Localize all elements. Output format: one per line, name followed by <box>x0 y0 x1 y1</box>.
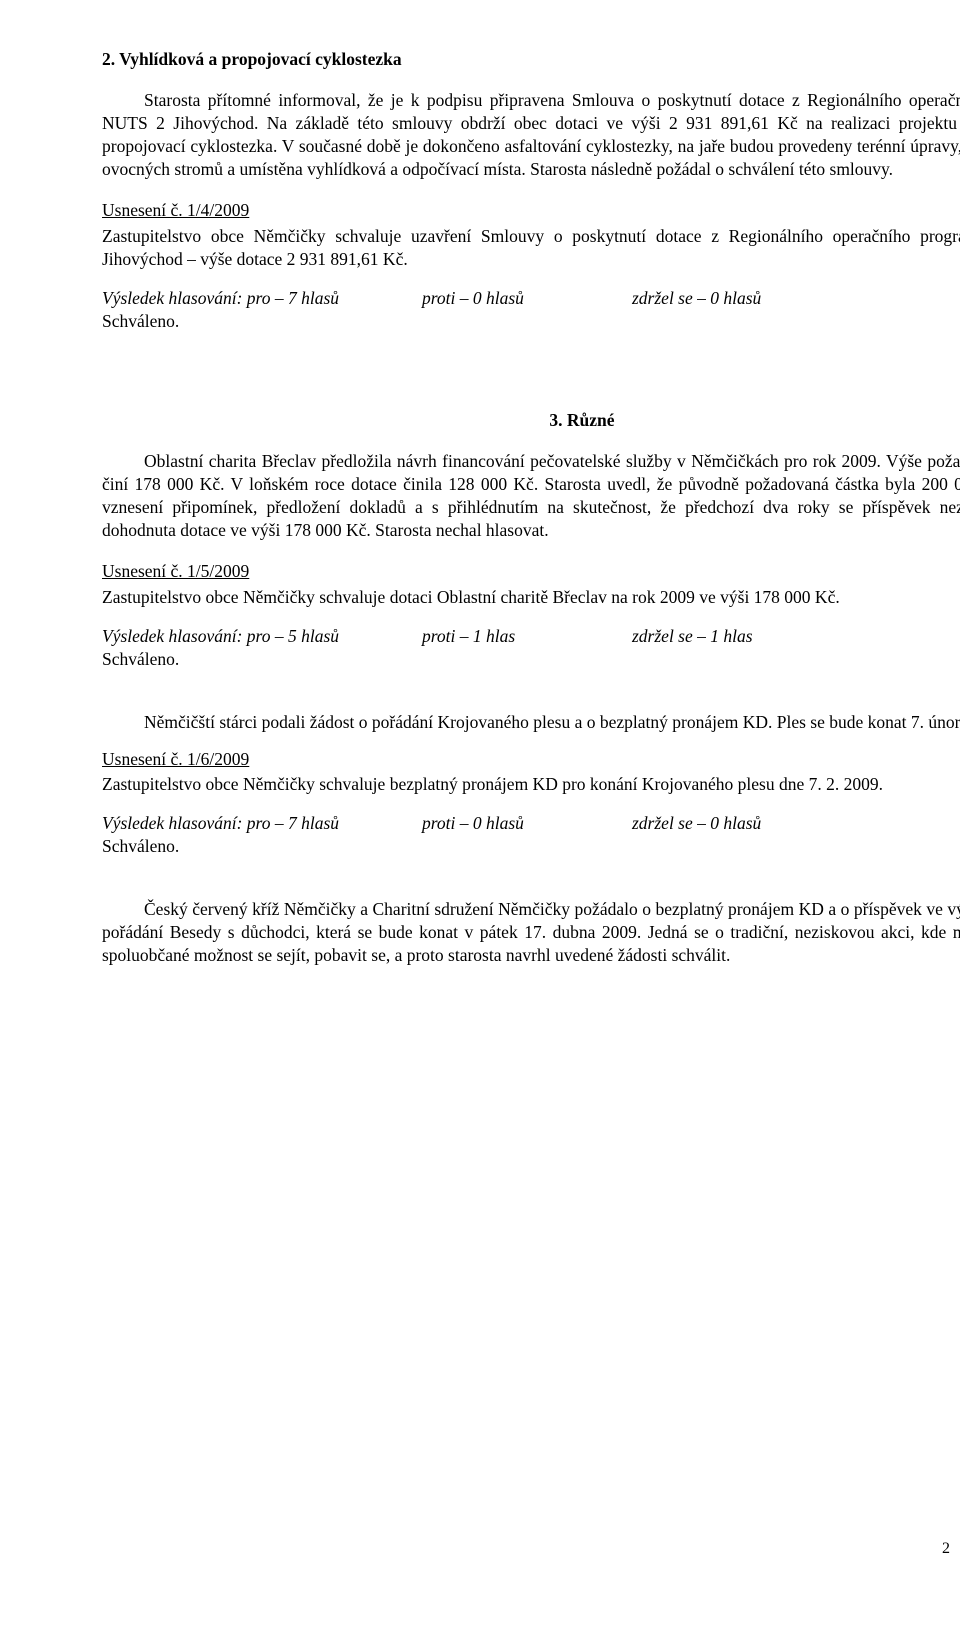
resolution-text: Zastupitelstvo obce Němčičky schvaluje d… <box>102 586 960 609</box>
resolution-1-6-2009: Usnesení č. 1/6/2009 Zastupitelstvo obce… <box>102 748 960 796</box>
resolution-label: Usnesení č. 1/5/2009 <box>102 561 249 581</box>
section-3-paragraph-1: Oblastní charita Břeclav předložila návr… <box>102 450 960 542</box>
vote-pro: Výsledek hlasování: pro – 7 hlasů <box>102 812 422 835</box>
section-3-paragraph-2: Němčičští stárci podali žádost o pořádán… <box>102 711 960 734</box>
resolution-label: Usnesení č. 1/6/2009 <box>102 749 249 769</box>
resolution-1-4-2009: Usnesení č. 1/4/2009 Zastupitelstvo obce… <box>102 199 960 270</box>
resolution-text: Zastupitelstvo obce Němčičky schvaluje b… <box>102 773 960 796</box>
vote-result-row: Výsledek hlasování: pro – 7 hlasů proti … <box>102 287 960 310</box>
section-3-title: 3. Různé <box>102 409 960 432</box>
resolution-text: Zastupitelstvo obce Němčičky schvaluje u… <box>102 225 960 271</box>
section-3-paragraph-3: Český červený kříž Němčičky a Charitní s… <box>102 898 960 967</box>
vote-zdrzel: zdržel se – 0 hlasů <box>632 287 761 310</box>
vote-zdrzel: zdržel se – 0 hlasů <box>632 812 761 835</box>
approved-label: Schváleno. <box>102 835 960 858</box>
vote-pro: Výsledek hlasování: pro – 7 hlasů <box>102 287 422 310</box>
approved-label: Schváleno. <box>102 310 960 333</box>
vote-zdrzel: zdržel se – 1 hlas <box>632 625 753 648</box>
section-2-title: 2. Vyhlídková a propojovací cyklostezka <box>102 48 960 71</box>
resolution-1-5-2009: Usnesení č. 1/5/2009 Zastupitelstvo obce… <box>102 560 960 608</box>
page-number: 2 <box>942 1538 950 1559</box>
vote-result-row: Výsledek hlasování: pro – 5 hlasů proti … <box>102 625 960 648</box>
vote-proti: proti – 1 hlas <box>422 625 632 648</box>
vote-pro: Výsledek hlasování: pro – 5 hlasů <box>102 625 422 648</box>
section-2-paragraph: Starosta přítomné informoval, že je k po… <box>102 89 960 181</box>
vote-proti: proti – 0 hlasů <box>422 287 632 310</box>
resolution-label: Usnesení č. 1/4/2009 <box>102 200 249 220</box>
vote-proti: proti – 0 hlasů <box>422 812 632 835</box>
approved-label: Schváleno. <box>102 648 960 671</box>
vote-result-row: Výsledek hlasování: pro – 7 hlasů proti … <box>102 812 960 835</box>
